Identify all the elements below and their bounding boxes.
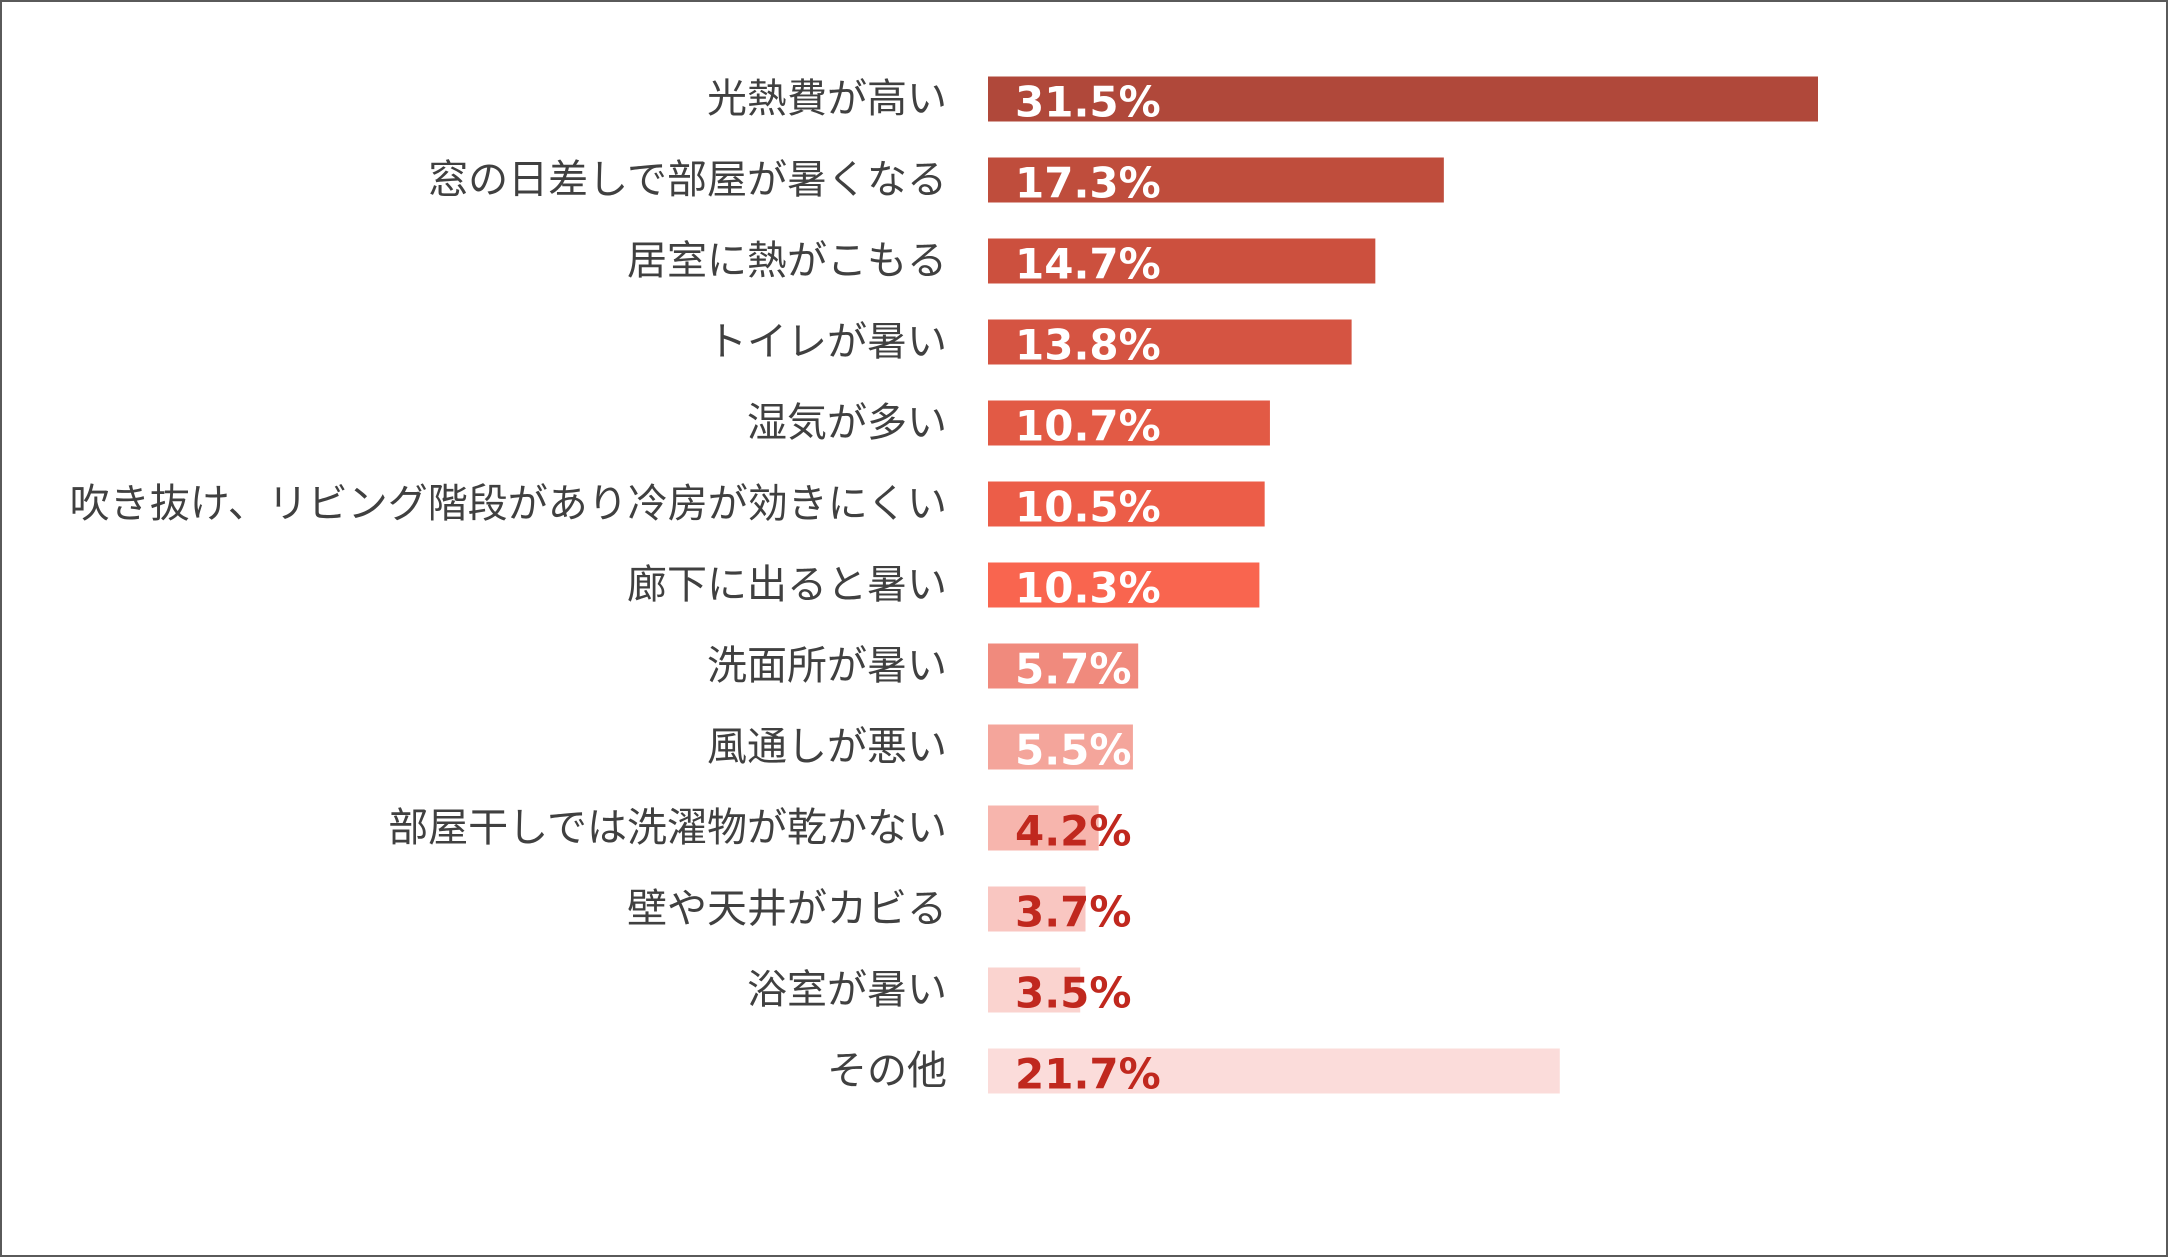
value-label: 4.2% — [1015, 807, 1131, 856]
category-label: 洗面所が暑い — [707, 643, 947, 689]
bar — [988, 805, 1099, 851]
bar — [988, 724, 1133, 770]
category-labels: 光熱費が高い窓の日差しで部屋が暑くなる居室に熱がこもるトイレが暑い湿気が多い吹き… — [70, 76, 947, 1094]
bars-layer — [988, 76, 1818, 1094]
category-label: その他 — [827, 1048, 947, 1094]
bar — [988, 886, 1086, 932]
value-label: 5.7% — [1015, 645, 1131, 694]
value-label: 10.3% — [1015, 564, 1161, 613]
bar — [988, 238, 1376, 284]
bar — [988, 76, 1818, 122]
bar — [988, 481, 1265, 527]
category-label: 吹き抜け、リビング階段があり冷房が効きにくい — [70, 481, 947, 527]
bar — [988, 562, 1260, 608]
bar — [988, 157, 1444, 203]
value-label: 17.3% — [1015, 159, 1161, 208]
value-label: 31.5% — [1015, 78, 1161, 127]
category-label: 浴室が暑い — [747, 967, 947, 1013]
category-label: 光熱費が高い — [707, 76, 947, 122]
category-label: 湿気が多い — [747, 400, 947, 446]
category-label: 風通しが悪い — [707, 724, 947, 770]
value-labels: 31.5% 17.3% 14.7% 13.8% 10.7% 10.5% 10.3% 5.7% 5… — [1015, 78, 1161, 1099]
value-label: 10.7% — [1015, 402, 1161, 451]
bar — [988, 1048, 1560, 1094]
bar — [988, 967, 1081, 1013]
value-label: 5.5% — [1015, 726, 1131, 775]
value-label: 21.7% — [1015, 1050, 1161, 1099]
bar — [988, 319, 1352, 365]
value-label: 3.7% — [1015, 888, 1131, 937]
bar — [988, 400, 1270, 446]
category-label: 壁や天井がカビる — [627, 886, 947, 932]
category-label: 窓の日差しで部屋が暑くなる — [428, 157, 947, 203]
value-label: 3.5% — [1015, 969, 1131, 1018]
value-label: 13.8% — [1015, 321, 1161, 370]
category-label: 居室に熱がこもる — [627, 238, 947, 284]
category-label: トイレが暑い — [707, 319, 947, 365]
value-label: 14.7% — [1015, 240, 1161, 289]
category-label: 廊下に出ると暑い — [627, 562, 947, 608]
category-label: 部屋干しでは洗濯物が乾かない — [388, 805, 947, 851]
value-label: 10.5% — [1015, 483, 1161, 532]
bar — [988, 643, 1139, 689]
